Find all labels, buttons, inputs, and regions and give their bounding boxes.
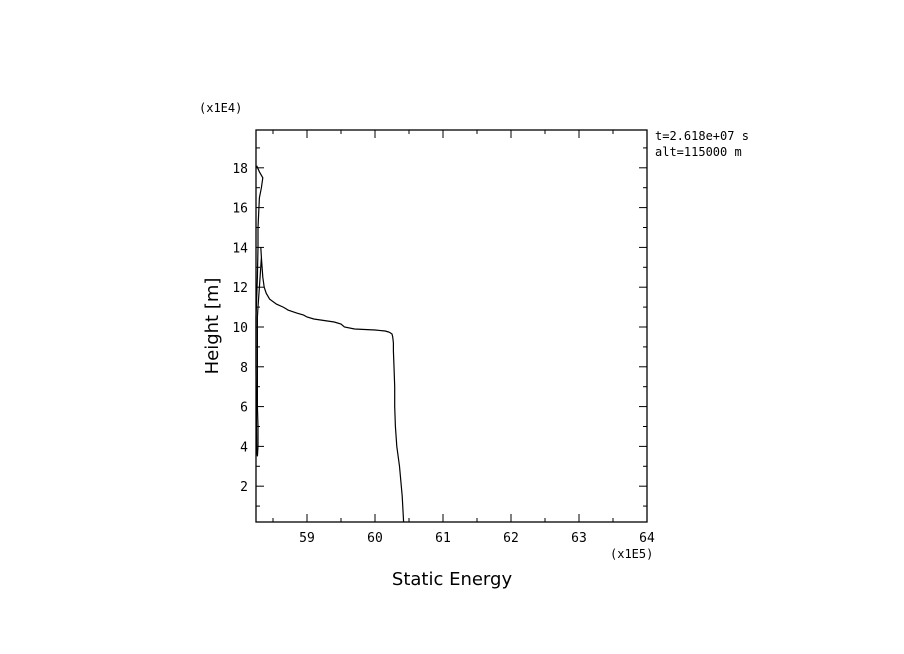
y-tick-label: 6 <box>240 401 248 416</box>
plot-frame <box>255 129 648 523</box>
x-tick-label: 59 <box>299 531 315 546</box>
y-tick-label: 4 <box>240 440 248 455</box>
data-line <box>255 165 405 523</box>
y-tick-label: 16 <box>232 202 248 217</box>
y-axis-title: Height [m] <box>202 278 223 375</box>
y-tick-label: 8 <box>240 361 248 376</box>
x-multiplier-label: (x1E5) <box>610 547 653 561</box>
y-tick-label: 2 <box>240 480 248 495</box>
y-tick-label: 14 <box>232 241 248 256</box>
x-tick-label: 60 <box>367 531 383 546</box>
y-tick-label: 18 <box>232 162 248 177</box>
x-tick-label: 61 <box>435 531 451 546</box>
x-tick-label: 64 <box>639 531 655 546</box>
x-axis-title: Static Energy <box>392 569 513 590</box>
axis-ticks <box>256 130 648 522</box>
x-tick-label: 63 <box>571 531 587 546</box>
x-tick-label: 62 <box>503 531 519 546</box>
y-tick-label: 10 <box>232 321 248 336</box>
time-annotation: t=2.618e+07 s <box>655 129 749 143</box>
altitude-annotation: alt=115000 m <box>655 145 742 159</box>
tick-labels: 59 60 61 62 63 64 2 4 6 8 10 12 14 16 18 <box>232 162 655 546</box>
y-multiplier-label: (x1E4) <box>199 101 242 115</box>
y-tick-label: 12 <box>232 281 248 296</box>
